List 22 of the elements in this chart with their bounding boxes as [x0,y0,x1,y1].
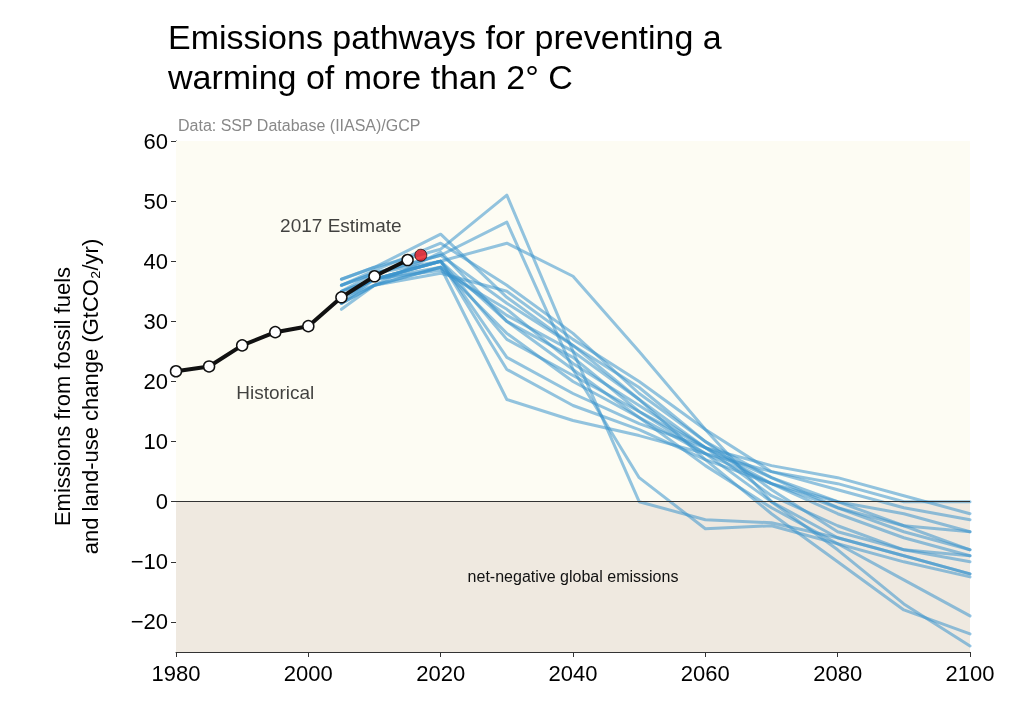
y-tick-label: 50 [143,188,168,214]
y-tick-label: 60 [143,128,168,154]
x-tick-label: 2080 [813,660,863,686]
y-tick-label: 10 [143,429,168,455]
x-tick-label: 2020 [416,660,466,686]
y-axis-title: Emissions from fossil fuels and land-use change (GtCO₂/yr) [49,238,103,555]
x-tick-label: 2060 [680,660,730,686]
chart-subtitle: Data: SSP Database (IIASA)/GCP [178,116,421,134]
y-tick-label: 20 [143,368,168,394]
y-tick-label: 0 [155,489,168,515]
annotation: Historical [236,381,315,403]
chart-title: Emissions pathways for preventing a warming of more than 2° C [167,18,722,96]
y-tick-label: −10 [130,549,168,575]
y-tick-label: 30 [143,308,168,334]
x-tick-label: 2040 [548,660,598,686]
x-tick-label: 2100 [945,660,995,686]
x-tick-label: 2000 [283,660,333,686]
annotation: 2017 Estimate [280,214,402,236]
y-tick-label: 40 [143,248,168,274]
band-label: net-negative global emissions [467,568,679,586]
x-tick-label: 1980 [151,660,201,686]
y-tick-label: −20 [130,609,168,635]
